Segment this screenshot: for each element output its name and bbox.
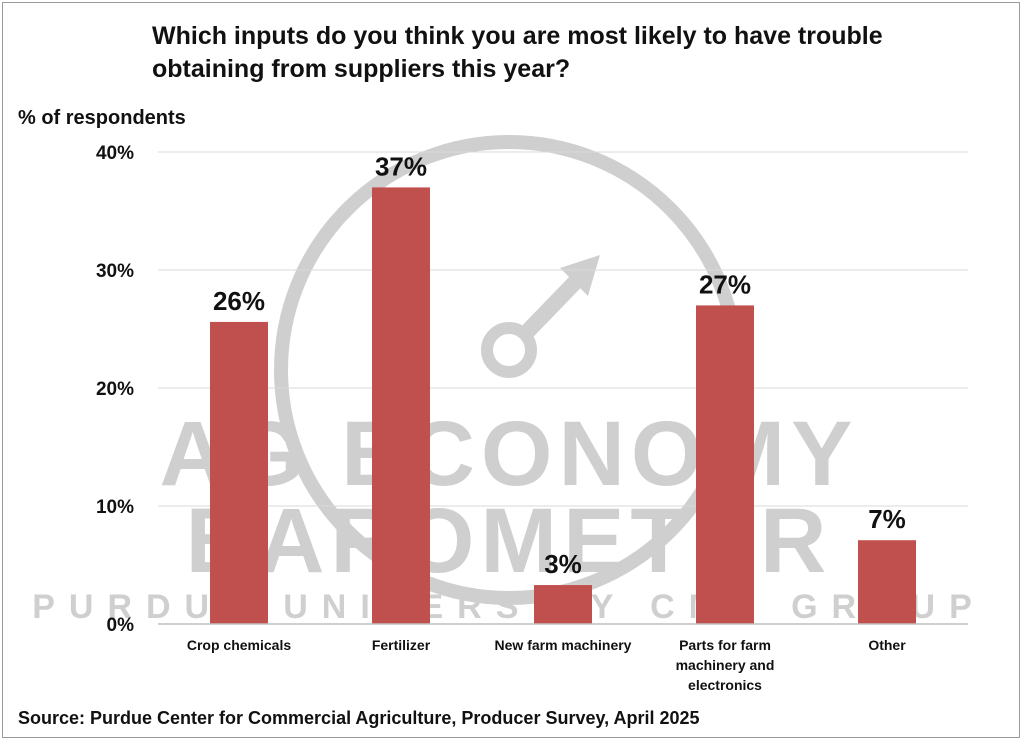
y-tick-label: 20% (96, 379, 134, 400)
watermark-gauge-hub (481, 322, 537, 378)
data-label: 7% (868, 504, 906, 534)
gridlines (158, 151, 968, 507)
chart-title: Which inputs do you think you are most l… (152, 22, 883, 83)
y-axis-label: % of respondents (18, 107, 186, 129)
watermark-line-3: PURDUE UNIVERSITY CME GROUP (32, 588, 986, 626)
data-label: 27% (699, 269, 751, 299)
source-note: Source: Purdue Center for Commercial Agr… (18, 708, 700, 728)
data-label: 37% (375, 151, 427, 181)
bar (696, 305, 754, 624)
category-label: New farm machinery (495, 637, 632, 653)
data-labels: 26% 37% 3% 27% 7% (213, 151, 906, 579)
category-labels: Crop chemicals Fertilizer New farm machine… (187, 637, 906, 693)
watermark-gauge-arrowhead (560, 255, 600, 296)
watermark-logo: AG ECONOMY BAROMETER PURDUE UNIVERSITY C… (32, 135, 986, 626)
bar (372, 187, 430, 624)
bar (858, 540, 916, 624)
y-axis-ticks: 0% 10% 20% 30% 40% (96, 143, 134, 636)
category-label: Other (868, 637, 906, 653)
y-tick-label: 30% (96, 261, 134, 282)
y-tick-label: 0% (107, 615, 135, 636)
category-label: Crop chemicals (187, 637, 291, 653)
bar (534, 585, 592, 624)
data-label: 26% (213, 286, 265, 316)
bar (210, 321, 268, 624)
y-tick-label: 40% (96, 143, 134, 164)
category-label: Parts for farm machinery and electronics (676, 637, 775, 693)
category-label: Fertilizer (372, 637, 431, 653)
y-tick-label: 10% (96, 497, 134, 518)
data-label: 3% (544, 549, 582, 579)
bars (210, 187, 916, 624)
